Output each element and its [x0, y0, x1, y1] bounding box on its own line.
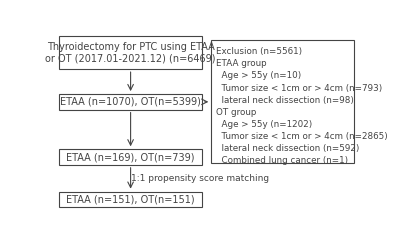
FancyBboxPatch shape: [59, 149, 202, 165]
Text: Exclusion (n=5561)
ETAA group
  Age > 55y (n=10)
  Tumor size < 1cm or > 4cm (n=: Exclusion (n=5561) ETAA group Age > 55y …: [216, 47, 388, 165]
FancyBboxPatch shape: [59, 36, 202, 69]
FancyBboxPatch shape: [59, 94, 202, 110]
FancyBboxPatch shape: [59, 191, 202, 207]
Text: ETAA (n=169), OT(n=739): ETAA (n=169), OT(n=739): [66, 152, 195, 162]
Text: 1:1 propensity score matching: 1:1 propensity score matching: [131, 174, 269, 183]
FancyBboxPatch shape: [211, 40, 354, 163]
Text: ETAA (n=1070), OT(n=5399): ETAA (n=1070), OT(n=5399): [60, 97, 201, 107]
Text: ETAA (n=151), OT(n=151): ETAA (n=151), OT(n=151): [66, 194, 195, 204]
Text: Thyroidectomy for PTC using ETAA
or OT (2017.01-2021.12) (n=6469): Thyroidectomy for PTC using ETAA or OT (…: [45, 42, 216, 63]
